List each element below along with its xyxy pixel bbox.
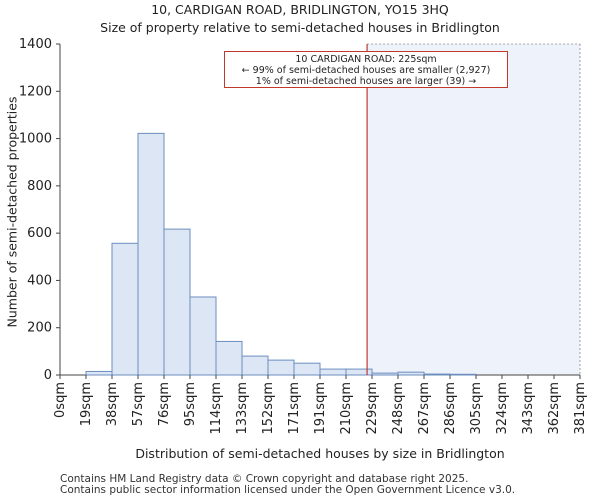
- x-tick-label: 114sqm: [209, 382, 224, 435]
- y-tick-label: 1200: [19, 84, 52, 99]
- x-tick-label: 286sqm: [443, 382, 458, 435]
- histogram-bar: [371, 372, 399, 376]
- histogram-bar: [189, 296, 217, 376]
- x-tick-label: 57sqm: [131, 382, 146, 426]
- x-tick-label: 362sqm: [547, 382, 562, 435]
- x-tick-label: 171sqm: [287, 382, 302, 435]
- x-tick-label: 76sqm: [157, 382, 172, 426]
- footer-licence: Contains public sector information licen…: [60, 484, 516, 496]
- y-tick-label: 200: [27, 321, 52, 336]
- highlight-region: [367, 44, 580, 375]
- x-tick-label: 19sqm: [79, 382, 94, 426]
- x-tick-label: 133sqm: [235, 382, 250, 435]
- x-tick-label: 95sqm: [183, 382, 198, 426]
- y-axis-label: Number of semi-detached properties: [4, 96, 20, 328]
- y-tick-label: 600: [27, 226, 52, 241]
- histogram-bar: [137, 132, 165, 376]
- x-tick-label: 152sqm: [261, 382, 276, 435]
- y-tick-label: 0: [44, 368, 52, 383]
- histogram-bar: [397, 371, 425, 376]
- histogram-bar: [111, 242, 139, 376]
- histogram-bar: [449, 373, 477, 376]
- x-tick-label: 324sqm: [495, 382, 510, 435]
- x-tick-label: 343sqm: [521, 382, 536, 435]
- histogram-bar: [85, 370, 113, 376]
- footer-copyright: Contains HM Land Registry data © Crown c…: [60, 473, 469, 485]
- annotation-line-2: ← 99% of semi-detached houses are smalle…: [241, 65, 491, 76]
- histogram-bar: [319, 368, 347, 376]
- histogram-bar: [345, 368, 373, 376]
- histogram-bar: [293, 362, 321, 376]
- chart-subtitle: Size of property relative to semi-detach…: [100, 20, 500, 35]
- histogram-bar: [163, 228, 191, 376]
- x-tick-label: 267sqm: [417, 382, 432, 435]
- histogram-bar: [423, 373, 451, 376]
- histogram-bar: [241, 355, 269, 376]
- x-tick-label: 248sqm: [391, 382, 406, 435]
- x-tick-label: 191sqm: [313, 382, 328, 435]
- x-tick-label: 38sqm: [105, 382, 120, 426]
- x-tick-label: 305sqm: [469, 382, 484, 435]
- annotation-line-3: 1% of semi-detached houses are larger (3…: [255, 76, 477, 87]
- x-axis-label: Distribution of semi-detached houses by …: [135, 446, 505, 461]
- y-tick-label: 1000: [19, 132, 52, 147]
- x-tick-label: 229sqm: [365, 382, 380, 435]
- annotation-line-1: 10 CARDIGAN ROAD: 225sqm: [295, 54, 437, 65]
- y-tick-label: 1400: [19, 37, 52, 52]
- x-tick-label: 0sqm: [53, 382, 68, 418]
- property-annotation: 10 CARDIGAN ROAD: 225sqm ← 99% of semi-d…: [224, 51, 508, 88]
- x-tick-label: 381sqm: [573, 382, 588, 435]
- chart-title: 10, CARDIGAN ROAD, BRIDLINGTON, YO15 3HQ: [151, 2, 449, 17]
- y-tick-label: 400: [27, 273, 52, 288]
- x-tick-label: 210sqm: [339, 382, 354, 435]
- histogram-bar: [215, 340, 243, 376]
- y-tick-label: 800: [27, 179, 52, 194]
- histogram-bar: [267, 359, 295, 376]
